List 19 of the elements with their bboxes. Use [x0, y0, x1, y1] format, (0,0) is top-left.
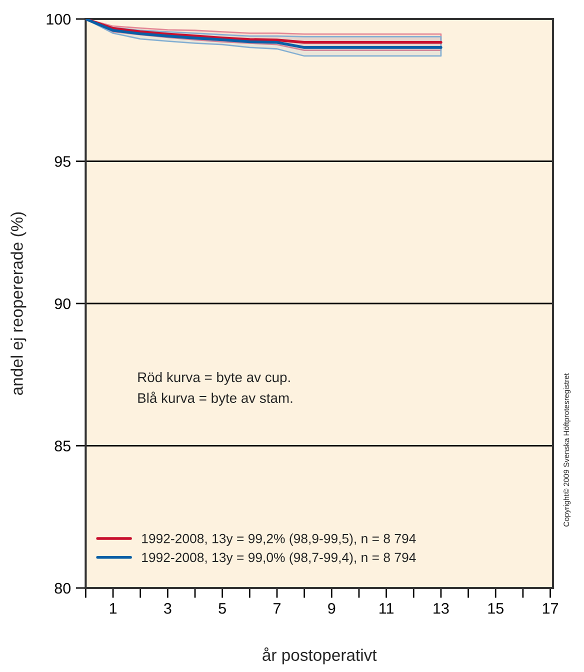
y-tick-label: 85 — [54, 440, 70, 452]
legend-label: 1992-2008, 13y = 99,2% (98,9-99,5), n = 8 794 — [142, 534, 416, 546]
y-tick-label: 95 — [54, 156, 70, 167]
x-tick-label: 17 — [542, 603, 558, 614]
y-tick-label: 90 — [54, 298, 71, 310]
x-tick-label: 5 — [218, 603, 226, 614]
x-tick-label: 1 — [110, 603, 117, 614]
y-tick-label: 80 — [54, 582, 71, 594]
x-tick-label: 13 — [434, 602, 449, 614]
x-tick-label: 3 — [164, 602, 172, 614]
annotation: Röd kurva = byte av cup. Blå kurva = byte av stam. — [138, 372, 292, 406]
x-tick-label: 15 — [488, 603, 504, 614]
x-tick-label: 7 — [274, 603, 280, 614]
y-tick-label: 100 — [46, 14, 71, 25]
x-tick-label: 11 — [380, 603, 394, 614]
y-axis-title: andel ej reopererade (%) — [10, 212, 26, 395]
x-axis-title: år postoperativt — [262, 647, 377, 664]
legend-label: 1992-2008, 13y = 99,0% (98,7-99,4), n = 8 794 — [142, 552, 416, 565]
x-tick-label: 9 — [328, 602, 336, 614]
